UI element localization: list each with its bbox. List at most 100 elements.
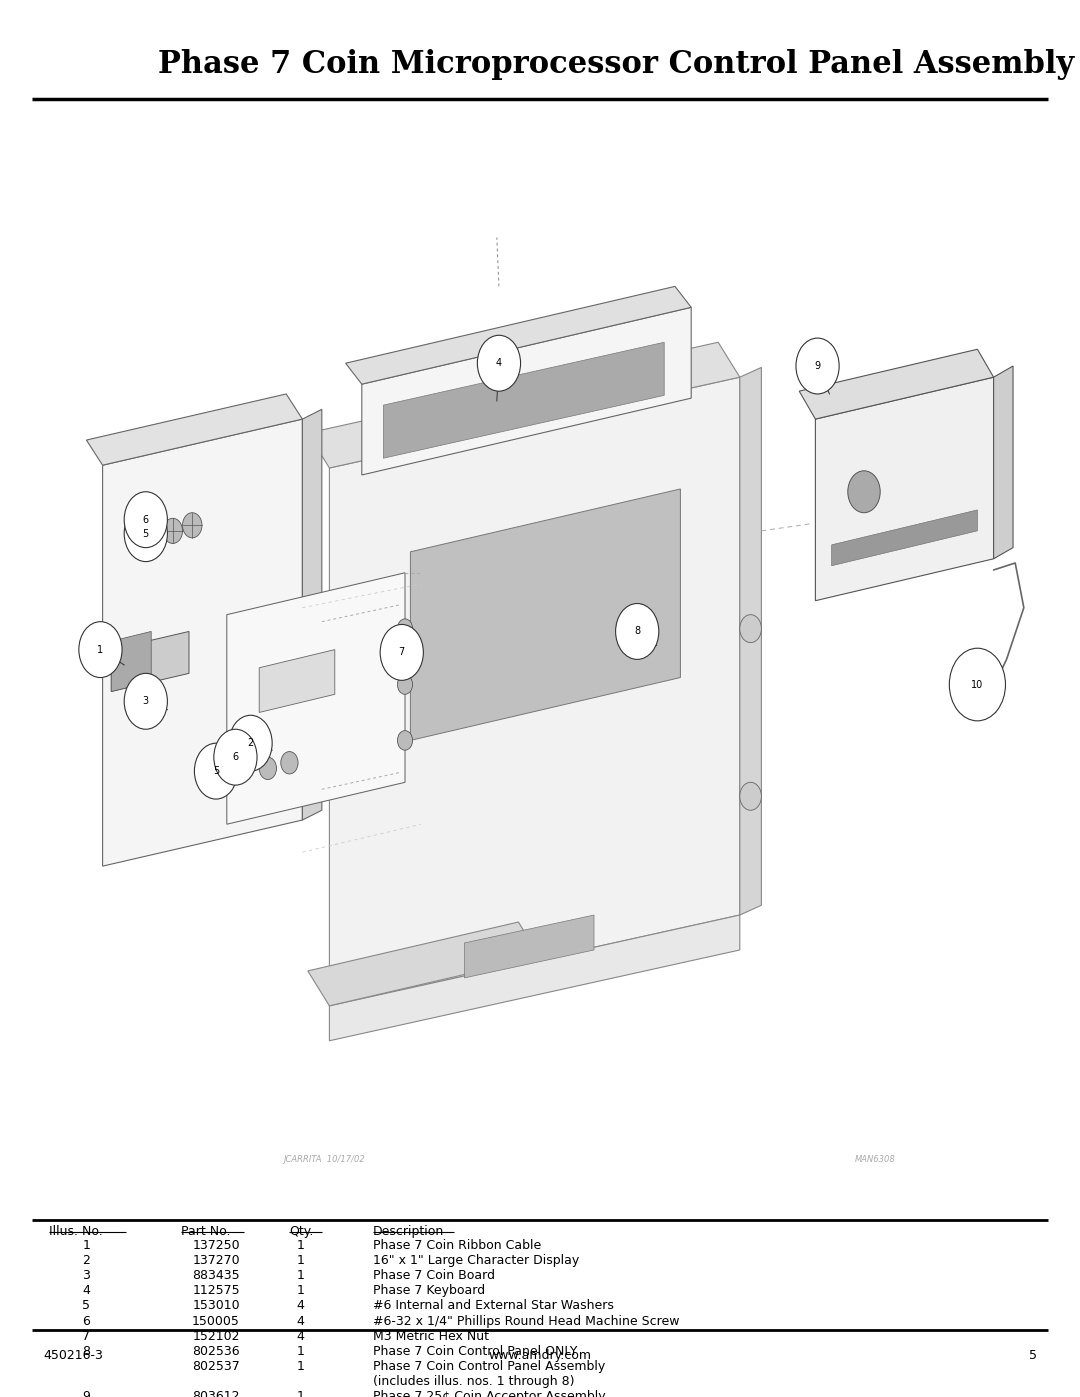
Text: 137270: 137270 [192,1255,240,1267]
Text: 1: 1 [296,1359,305,1373]
Text: 1: 1 [296,1270,305,1282]
Text: Phase 7 Coin Microprocessor Control Panel Assembly: Phase 7 Coin Microprocessor Control Pane… [158,49,1074,80]
Circle shape [124,506,167,562]
Text: 5: 5 [82,1299,91,1313]
Circle shape [616,604,659,659]
Circle shape [848,471,880,513]
Text: 9: 9 [82,1390,91,1397]
Circle shape [477,335,521,391]
Polygon shape [994,366,1013,559]
Text: Phase 7 Coin Ribbon Cable: Phase 7 Coin Ribbon Cable [373,1239,541,1252]
Text: 5: 5 [143,528,149,539]
Circle shape [281,752,298,774]
Text: 5: 5 [1029,1348,1037,1362]
Polygon shape [329,377,740,1006]
Circle shape [397,675,413,694]
Text: 802536: 802536 [192,1345,240,1358]
Circle shape [740,782,761,810]
Polygon shape [308,922,540,1006]
Text: 1: 1 [296,1239,305,1252]
Circle shape [124,492,167,548]
Text: 4: 4 [82,1284,91,1298]
Text: 16" x 1" Large Character Display: 16" x 1" Large Character Display [373,1255,579,1267]
Text: 1: 1 [97,644,104,655]
Text: 6: 6 [232,752,239,763]
Text: 9: 9 [814,360,821,372]
Text: 7: 7 [82,1330,91,1343]
Text: 153010: 153010 [192,1299,240,1313]
Text: 3: 3 [143,696,149,707]
Text: 6: 6 [82,1315,91,1327]
Text: Phase 7 Coin Control Panel ONLY: Phase 7 Coin Control Panel ONLY [373,1345,577,1358]
Circle shape [949,648,1005,721]
Text: 1: 1 [296,1345,305,1358]
Text: 2: 2 [247,738,254,749]
Text: #6-32 x 1/4" Phillips Round Head Machine Screw: #6-32 x 1/4" Phillips Round Head Machine… [373,1315,679,1327]
Circle shape [380,624,423,680]
Text: 4: 4 [296,1330,305,1343]
Text: Description: Description [373,1225,444,1238]
Polygon shape [302,409,322,820]
Text: 3: 3 [82,1270,91,1282]
Polygon shape [86,394,302,465]
Text: 883435: 883435 [192,1270,240,1282]
Polygon shape [740,367,761,915]
Polygon shape [799,349,994,419]
Circle shape [214,729,257,785]
Text: 152102: 152102 [192,1330,240,1343]
Text: 4: 4 [296,1315,305,1327]
Text: 2: 2 [82,1255,91,1267]
Text: 450216-3: 450216-3 [43,1348,103,1362]
Text: www.amdry.com: www.amdry.com [488,1348,592,1362]
Polygon shape [383,342,664,458]
Circle shape [124,673,167,729]
Circle shape [194,743,238,799]
Polygon shape [329,915,740,1041]
Text: Qty.: Qty. [289,1225,314,1238]
Text: 7: 7 [399,647,405,658]
Circle shape [229,715,272,771]
Text: 150005: 150005 [192,1315,240,1327]
Text: M3 Metric Hex Nut: M3 Metric Hex Nut [373,1330,488,1343]
Text: 802537: 802537 [192,1359,240,1373]
Text: 10: 10 [971,679,984,690]
Polygon shape [111,631,189,692]
Circle shape [740,615,761,643]
Text: Phase 7 Keyboard: Phase 7 Keyboard [373,1284,485,1298]
Circle shape [163,518,183,543]
Text: Phase 7 Coin Board: Phase 7 Coin Board [373,1270,495,1282]
Text: 8: 8 [82,1345,91,1358]
Polygon shape [103,419,302,866]
Text: (includes illus. nos. 1 through 8): (includes illus. nos. 1 through 8) [373,1375,575,1389]
Polygon shape [111,631,151,692]
Text: 1: 1 [82,1239,91,1252]
Text: Part No.: Part No. [181,1225,231,1238]
Text: 4: 4 [496,358,502,369]
Circle shape [183,513,202,538]
Text: 8: 8 [634,626,640,637]
Text: 803612: 803612 [192,1390,240,1397]
Text: 1: 1 [296,1255,305,1267]
Circle shape [397,619,413,638]
Text: Illus. No.: Illus. No. [49,1225,103,1238]
Text: Phase 7 25¢ Coin Acceptor Assembly: Phase 7 25¢ Coin Acceptor Assembly [373,1390,605,1397]
Text: 1: 1 [296,1284,305,1298]
Text: MAN6308: MAN6308 [854,1155,895,1164]
Text: Phase 7 Coin Control Panel Assembly: Phase 7 Coin Control Panel Assembly [373,1359,605,1373]
Circle shape [79,622,122,678]
Polygon shape [259,650,335,712]
Circle shape [259,757,276,780]
Text: 4: 4 [296,1299,305,1313]
Text: 1: 1 [296,1390,305,1397]
Polygon shape [464,915,594,978]
Text: #6 Internal and External Star Washers: #6 Internal and External Star Washers [373,1299,613,1313]
Circle shape [796,338,839,394]
Polygon shape [308,342,740,468]
Text: 112575: 112575 [192,1284,240,1298]
Polygon shape [981,673,1002,698]
Polygon shape [346,286,691,384]
Text: 5: 5 [213,766,219,777]
Polygon shape [410,489,680,740]
Text: 6: 6 [143,514,149,525]
Text: JCARRITA  10/17/02: JCARRITA 10/17/02 [283,1155,365,1164]
